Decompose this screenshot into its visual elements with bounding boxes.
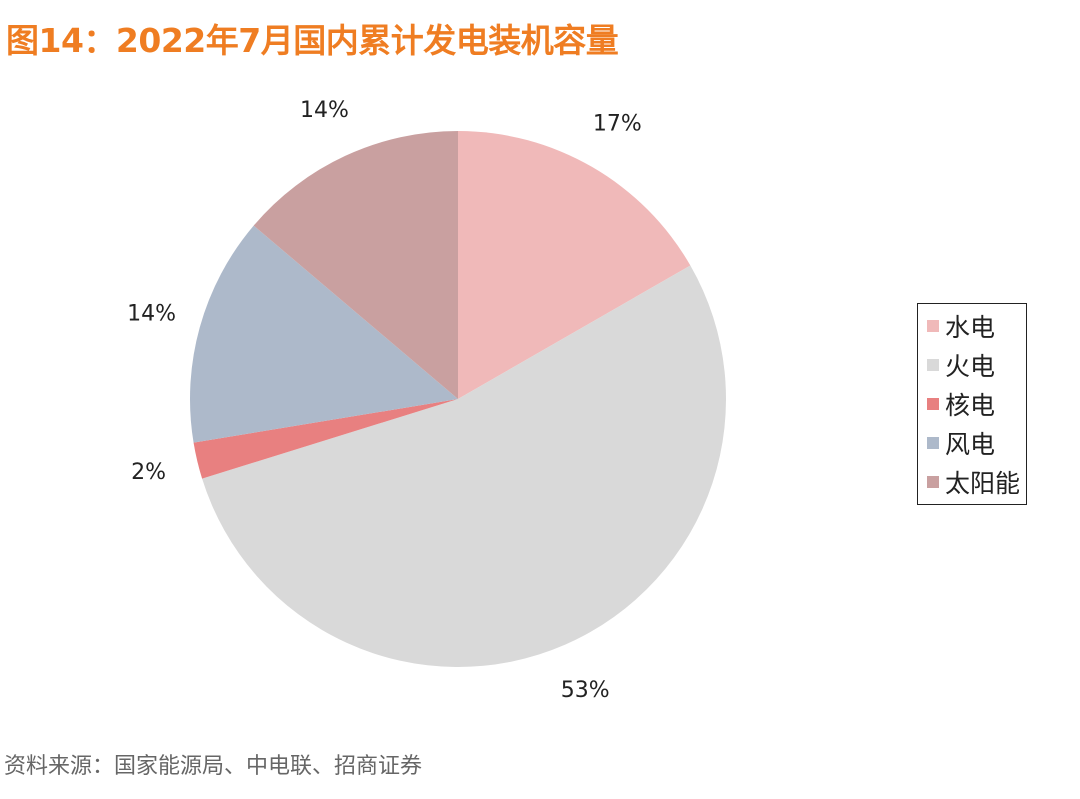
legend-item-hydro: 水电 [927, 306, 1026, 345]
chart-title: 图14：2022年7月国内累计发电装机容量 [6, 21, 619, 60]
legend-label: 风电 [945, 429, 996, 459]
legend-swatch [927, 475, 939, 488]
pie-slice-hydro [458, 131, 691, 399]
data-label-thermal: 53% [561, 678, 610, 703]
legend-item-solar: 太阳能 [927, 462, 1026, 501]
legend-swatch [927, 358, 939, 371]
pie-data-labels: 17% 53% 2% 14% 14% [127, 98, 642, 703]
legend-label: 太阳能 [945, 468, 1021, 498]
chart-legend: 水电 火电 核电 风电 太阳能 [917, 303, 1027, 505]
legend-label: 核电 [945, 390, 996, 420]
legend-swatch [927, 319, 939, 332]
source-note: 资料来源：国家能源局、中电联、招商证券 [4, 754, 423, 779]
data-label-hydro: 17% [593, 111, 642, 136]
data-label-solar: 14% [300, 98, 349, 123]
pie-slice-solar [253, 131, 458, 399]
legend-item-thermal: 火电 [927, 345, 1026, 384]
legend-item-wind: 风电 [927, 423, 1026, 462]
legend-swatch [927, 397, 939, 410]
pie-slices [190, 131, 727, 668]
pie-slice-thermal [202, 265, 727, 668]
legend-item-nuclear: 核电 [927, 384, 1026, 423]
legend-label: 水电 [945, 312, 996, 342]
data-label-wind: 14% [127, 302, 176, 327]
legend-swatch [927, 436, 939, 449]
pie-slice-nuclear [193, 399, 458, 479]
legend-label: 火电 [945, 351, 996, 381]
pie-slice-wind [190, 225, 458, 443]
data-label-nuclear: 2% [131, 460, 166, 485]
